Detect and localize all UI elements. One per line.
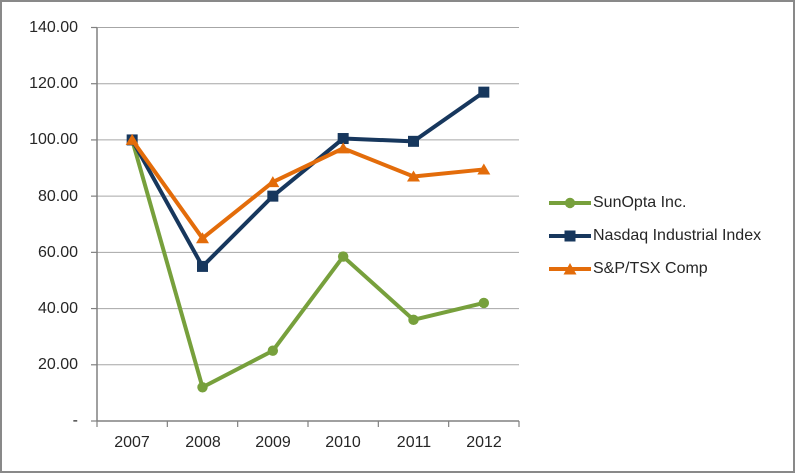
data-point: [477, 163, 491, 175]
y-axis-tick-label: 100.00: [29, 131, 78, 148]
y-axis-tick-label: 20.00: [37, 356, 78, 373]
y-axis-tick-label: 120.00: [29, 75, 78, 92]
legend: SunOpta Inc. Nasdaq Industrial Index S&P…: [549, 192, 761, 291]
legend-item-sunopta: SunOpta Inc.: [549, 192, 761, 214]
x-axis-tick-label: 2011: [396, 434, 432, 451]
legend-item-sptsx: S&P/TSX Comp: [549, 258, 761, 280]
data-point: [337, 251, 349, 262]
x-axis-tick-label: 2010: [325, 434, 361, 451]
legend-item-nasdaq: Nasdaq Industrial Index: [549, 225, 761, 247]
x-axis-tick-label: 2009: [255, 434, 291, 451]
y-axis-tick-label: 60.00: [37, 244, 78, 261]
data-point: [478, 297, 490, 309]
data-point: [336, 142, 350, 154]
data-point: [197, 382, 208, 393]
data-point: [478, 86, 490, 98]
line-square-marker-icon: [549, 230, 591, 242]
data-point: [407, 170, 420, 182]
y-axis-tick-label: -: [72, 412, 78, 429]
y-axis-tick-label: 140.00: [29, 19, 78, 36]
data-point: [267, 345, 279, 356]
line-triangle-marker-icon: [549, 263, 591, 275]
data-point: [125, 133, 139, 145]
series-line-1: [130, 90, 486, 269]
data-point: [197, 260, 208, 272]
data-point: [408, 314, 419, 326]
legend-label: SunOpta Inc.: [593, 194, 687, 211]
x-axis-tick-label: 2007: [114, 434, 150, 451]
legend-label: Nasdaq Industrial Index: [593, 227, 762, 244]
data-point: [196, 232, 209, 244]
data-point: [267, 190, 279, 202]
x-axis-tick-label: 2008: [185, 434, 221, 451]
data-point: [337, 133, 349, 145]
y-axis-tick-label: 40.00: [37, 300, 78, 317]
data-point: [266, 176, 280, 188]
x-axis-tick-label: 2012: [466, 434, 502, 451]
data-point: [408, 135, 419, 147]
series-line-0: [130, 137, 486, 390]
series-line-2: [130, 137, 486, 241]
y-axis-tick-label: 80.00: [37, 188, 78, 205]
legend-label: S&P/TSX Comp: [593, 260, 708, 277]
line-circle-marker-icon: [549, 197, 591, 209]
